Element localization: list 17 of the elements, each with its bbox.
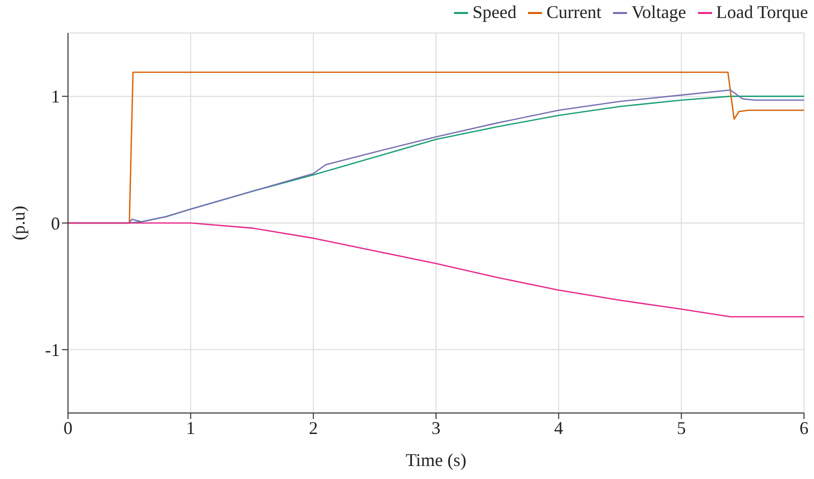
x-axis-title: Time (s) <box>406 450 466 470</box>
legend-label: Load Torque <box>716 2 808 23</box>
x-tick-label: 3 <box>432 418 440 438</box>
y-axis-title: (p.u) <box>8 206 28 240</box>
x-tick-label: 1 <box>186 418 196 438</box>
legend-label: Speed <box>472 2 516 23</box>
legend-label: Current <box>546 2 602 23</box>
line-series <box>68 222 804 318</box>
x-tick-label: 6 <box>800 418 808 438</box>
x-tick-label: 4 <box>554 418 564 438</box>
x-tick-label: 0 <box>64 418 72 438</box>
y-tick-label: -1 <box>45 340 60 360</box>
legend-label: Voltage <box>631 2 686 23</box>
y-tick-label: 1 <box>51 86 60 107</box>
x-tick-label: 5 <box>676 418 686 438</box>
x-tick-label: 2 <box>308 418 318 438</box>
y-tick-label: 0 <box>51 213 60 234</box>
